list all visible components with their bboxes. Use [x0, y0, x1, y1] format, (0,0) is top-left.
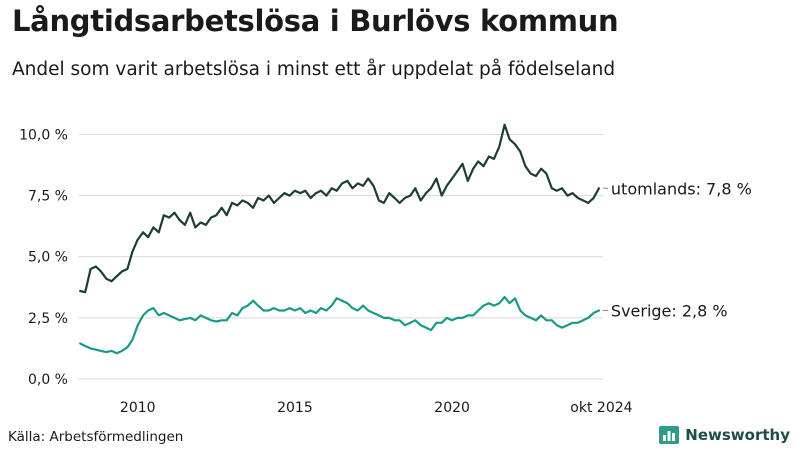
series-line-utomlands: [79, 123, 600, 294]
series-end-label-utomlands: utomlands: 7,8 %: [611, 179, 752, 198]
x-tick-label: 2020: [434, 400, 470, 416]
y-tick-label: 0,0 %: [28, 372, 68, 388]
y-tick-label: 10,0 %: [19, 127, 68, 143]
brand-name: Newsworthy: [685, 426, 790, 444]
chart-subtitle: Andel som varit arbetslösa i minst ett å…: [12, 59, 616, 80]
series-line-sverige: [79, 296, 600, 355]
y-tick-label: 2,5 %: [28, 311, 68, 327]
line-chart: 0,0 % 2,5 % 5,0 % 7,5 % 10,0 % 2010 2015 2020 o…: [19, 123, 752, 416]
x-tick-label: okt 2024: [570, 400, 632, 416]
chart-title: Långtidsarbetslösa i Burlövs kommun: [12, 4, 619, 38]
gridlines: [78, 133, 603, 380]
bar-chart-icon: [659, 426, 680, 444]
series-lines: [79, 123, 600, 355]
x-axis-tick-labels: 2010 2015 2020 okt 2024: [120, 400, 633, 416]
y-tick-label: 5,0 %: [28, 250, 68, 266]
x-tick-label: 2010: [120, 400, 156, 416]
x-tick-label: 2015: [277, 400, 313, 416]
source-note: Källa: Arbetsförmedlingen: [8, 429, 184, 445]
y-axis-tick-labels: 0,0 % 2,5 % 5,0 % 7,5 % 10,0 %: [19, 127, 68, 388]
brand-logo: Newsworthy: [659, 426, 790, 444]
y-tick-label: 7,5 %: [28, 189, 68, 205]
series-end-label-sverige: Sverige: 2,8 %: [611, 302, 728, 321]
series-end-labels: utomlands: 7,8 % Sverige: 2,8 %: [602, 179, 752, 321]
